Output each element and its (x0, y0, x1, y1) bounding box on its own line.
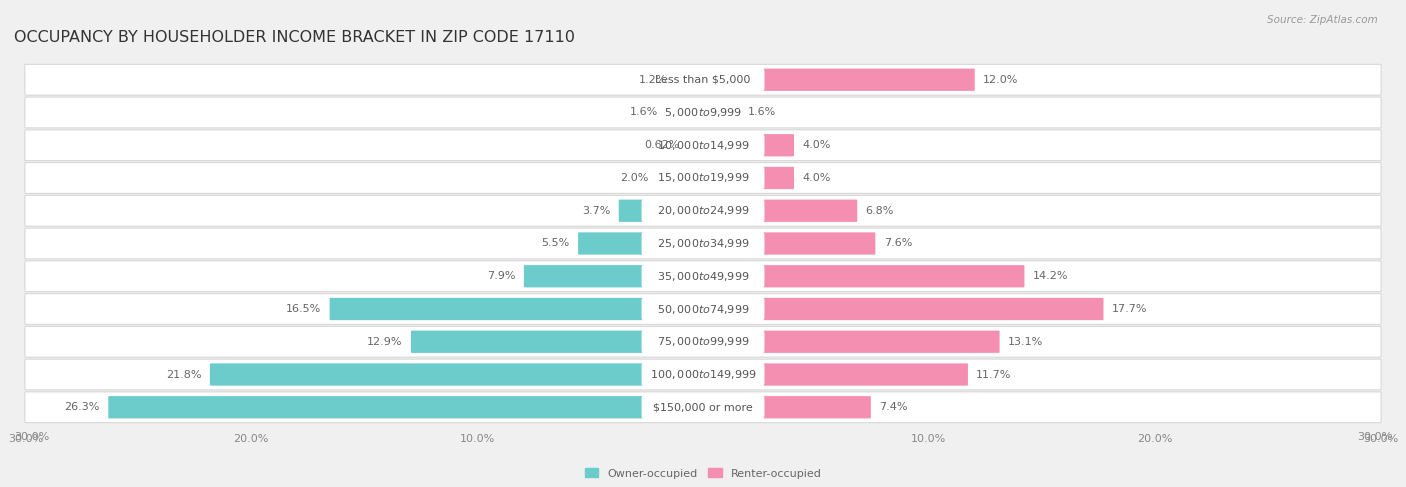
Text: OCCUPANCY BY HOUSEHOLDER INCOME BRACKET IN ZIP CODE 17110: OCCUPANCY BY HOUSEHOLDER INCOME BRACKET … (14, 30, 575, 45)
FancyBboxPatch shape (25, 359, 1381, 390)
FancyBboxPatch shape (641, 133, 765, 157)
Text: $25,000 to $34,999: $25,000 to $34,999 (657, 237, 749, 250)
FancyBboxPatch shape (641, 362, 765, 387)
FancyBboxPatch shape (25, 130, 1381, 161)
FancyBboxPatch shape (703, 232, 876, 255)
FancyBboxPatch shape (108, 396, 703, 418)
FancyBboxPatch shape (641, 395, 765, 419)
FancyBboxPatch shape (703, 134, 794, 156)
Text: 6.8%: 6.8% (866, 206, 894, 216)
Text: 4.0%: 4.0% (803, 173, 831, 183)
Text: 1.6%: 1.6% (630, 108, 658, 117)
Text: 7.9%: 7.9% (486, 271, 516, 281)
FancyBboxPatch shape (209, 363, 703, 386)
FancyBboxPatch shape (657, 167, 703, 189)
Text: 4.0%: 4.0% (803, 140, 831, 150)
Text: Less than $5,000: Less than $5,000 (655, 75, 751, 85)
FancyBboxPatch shape (25, 97, 1381, 128)
FancyBboxPatch shape (641, 68, 765, 92)
FancyBboxPatch shape (25, 261, 1381, 292)
FancyBboxPatch shape (641, 199, 765, 223)
FancyBboxPatch shape (641, 330, 765, 354)
Text: 13.1%: 13.1% (1008, 337, 1043, 347)
FancyBboxPatch shape (703, 396, 870, 418)
FancyBboxPatch shape (411, 331, 703, 353)
Text: 17.7%: 17.7% (1112, 304, 1147, 314)
Text: 12.0%: 12.0% (983, 75, 1018, 85)
FancyBboxPatch shape (524, 265, 703, 287)
Text: 1.2%: 1.2% (638, 75, 666, 85)
Text: 12.9%: 12.9% (367, 337, 402, 347)
FancyBboxPatch shape (25, 228, 1381, 259)
FancyBboxPatch shape (25, 163, 1381, 193)
FancyBboxPatch shape (703, 298, 1104, 320)
Text: 30.0%: 30.0% (14, 432, 49, 442)
Text: 30.0%: 30.0% (1357, 432, 1392, 442)
FancyBboxPatch shape (703, 101, 740, 124)
FancyBboxPatch shape (25, 64, 1381, 95)
FancyBboxPatch shape (703, 331, 1000, 353)
Text: 3.7%: 3.7% (582, 206, 610, 216)
Text: $75,000 to $99,999: $75,000 to $99,999 (657, 335, 749, 348)
Text: 11.7%: 11.7% (976, 370, 1012, 379)
Legend: Owner-occupied, Renter-occupied: Owner-occupied, Renter-occupied (581, 464, 825, 483)
Text: 1.6%: 1.6% (748, 108, 776, 117)
FancyBboxPatch shape (641, 297, 765, 321)
Text: $50,000 to $74,999: $50,000 to $74,999 (657, 302, 749, 316)
Text: 7.4%: 7.4% (879, 402, 908, 412)
Text: $10,000 to $14,999: $10,000 to $14,999 (657, 139, 749, 152)
Text: 2.0%: 2.0% (620, 173, 648, 183)
Text: $5,000 to $9,999: $5,000 to $9,999 (664, 106, 742, 119)
Text: $150,000 or more: $150,000 or more (654, 402, 752, 412)
Text: 21.8%: 21.8% (166, 370, 201, 379)
FancyBboxPatch shape (641, 231, 765, 256)
Text: 5.5%: 5.5% (541, 239, 569, 248)
FancyBboxPatch shape (703, 167, 794, 189)
FancyBboxPatch shape (666, 101, 703, 124)
FancyBboxPatch shape (25, 195, 1381, 226)
FancyBboxPatch shape (641, 166, 765, 190)
Text: 0.62%: 0.62% (644, 140, 681, 150)
FancyBboxPatch shape (675, 69, 703, 91)
Text: $100,000 to $149,999: $100,000 to $149,999 (650, 368, 756, 381)
Text: Source: ZipAtlas.com: Source: ZipAtlas.com (1267, 15, 1378, 25)
FancyBboxPatch shape (641, 264, 765, 288)
FancyBboxPatch shape (703, 265, 1025, 287)
FancyBboxPatch shape (25, 326, 1381, 357)
FancyBboxPatch shape (641, 100, 765, 125)
FancyBboxPatch shape (703, 363, 967, 386)
Text: $15,000 to $19,999: $15,000 to $19,999 (657, 171, 749, 185)
Text: 14.2%: 14.2% (1033, 271, 1069, 281)
Text: $35,000 to $49,999: $35,000 to $49,999 (657, 270, 749, 283)
FancyBboxPatch shape (703, 200, 858, 222)
Text: 16.5%: 16.5% (285, 304, 321, 314)
Text: 7.6%: 7.6% (884, 239, 912, 248)
FancyBboxPatch shape (329, 298, 703, 320)
FancyBboxPatch shape (25, 392, 1381, 423)
FancyBboxPatch shape (578, 232, 703, 255)
FancyBboxPatch shape (689, 134, 703, 156)
FancyBboxPatch shape (703, 69, 974, 91)
Text: $20,000 to $24,999: $20,000 to $24,999 (657, 204, 749, 217)
Text: 26.3%: 26.3% (65, 402, 100, 412)
FancyBboxPatch shape (25, 294, 1381, 324)
FancyBboxPatch shape (619, 200, 703, 222)
